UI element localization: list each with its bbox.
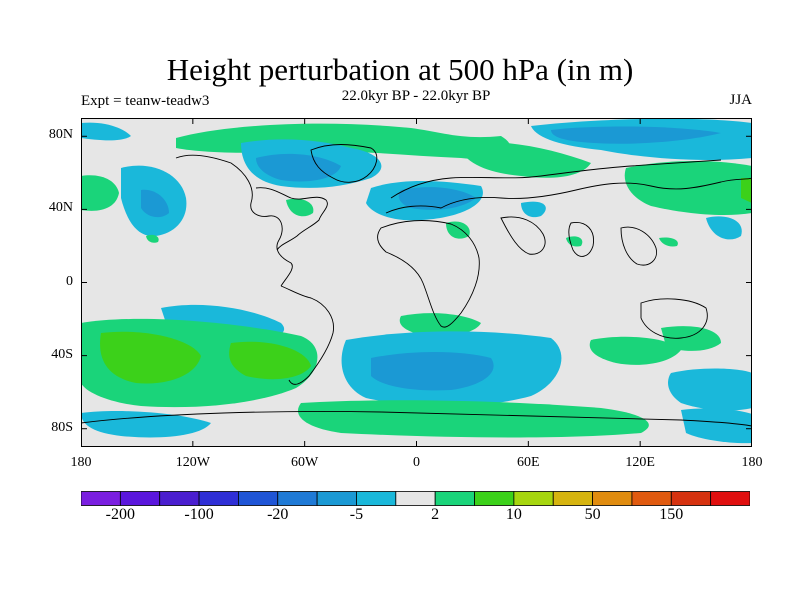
colorbar-box: [552, 491, 593, 506]
fill-positive-india: [659, 237, 678, 247]
colorbar-label: -20: [267, 506, 289, 523]
y-tick-label: 0: [66, 273, 73, 289]
colorbar-box: [592, 491, 633, 506]
fill-negative-ross-sea: [81, 411, 211, 438]
colorbar-box: [159, 491, 200, 506]
colorbar-box: [277, 491, 318, 506]
fill-positive-north-eurasia: [456, 141, 591, 178]
plot-title: Height perturbation at 500 hPa (in m): [166, 52, 634, 87]
fill-negative-nw-pacific: [81, 122, 131, 141]
colorbar-box: [238, 491, 279, 506]
fill-positive-arabia: [566, 236, 583, 247]
y-tick-label: 80S: [51, 419, 73, 435]
colorbar-box: [119, 491, 161, 506]
fill-negative-greenland-core: [256, 153, 341, 182]
coastline-india: [568, 222, 594, 257]
colorbar-box: [631, 491, 672, 506]
coastline-north-america-west: [175, 154, 293, 287]
map-panel: [81, 118, 752, 447]
fill-negative-north-pacific-core: [141, 189, 169, 218]
colorbar-box: [356, 491, 397, 506]
x-tick-label: 120W: [175, 455, 210, 470]
fill-negative-south-atlantic-core: [371, 352, 494, 391]
time-range-label: 22.0kyr BP - 22.0kyr BP: [341, 88, 491, 104]
fill-positive-south-america-core: [229, 341, 311, 380]
fill-positive-sahara: [446, 221, 470, 239]
season-label: JJA: [729, 92, 752, 108]
colorbar-box: [474, 491, 515, 506]
x-tick-label: 180: [741, 455, 763, 470]
colorbar: [81, 491, 750, 506]
x-tick-label: 180: [70, 455, 92, 470]
coastline-greenland: [310, 144, 378, 183]
colorbar-box: [434, 491, 475, 506]
colorbar-label: 50: [584, 506, 601, 523]
coastline-eurasia-south: [385, 177, 752, 214]
fill-negative-antarctic-east: [681, 408, 752, 444]
colorbar-label: -200: [105, 506, 136, 523]
coastline-eurasia-north: [390, 159, 722, 199]
fill-negative-southern-ocean-east: [668, 368, 752, 411]
coastline-africa: [377, 220, 480, 328]
coastline-south-america: [280, 285, 334, 385]
y-tick-label: 40N: [48, 200, 73, 216]
map-ticks: [81, 118, 752, 447]
coastline-antarctica: [81, 410, 752, 427]
y-tick-label: 40S: [51, 346, 73, 362]
fill-positive-south-indian-east: [661, 326, 721, 351]
colorbar-box: [710, 491, 750, 506]
fill-negative-west-pacific: [706, 216, 742, 240]
colorbar-box: [395, 491, 436, 506]
coastline-arabia: [500, 216, 546, 255]
fill-positive-dateline: [81, 175, 119, 211]
fill-negative-siberia-core: [551, 126, 721, 144]
x-tick-label: 0: [413, 455, 420, 470]
coastline-southeast-asia: [620, 226, 657, 266]
coastline-north-america-east: [255, 187, 328, 251]
fill-negative-europe-core: [398, 187, 476, 210]
fill-positive-south-indian: [589, 336, 681, 365]
fill-positive-small-pacific: [146, 234, 159, 243]
colorbar-box: [513, 491, 554, 506]
colorbar-label: 10: [505, 506, 522, 523]
fill-positive-south-pacific-core: [100, 331, 201, 384]
colorbar-box: [316, 491, 357, 506]
x-tick-label: 60E: [517, 455, 540, 470]
colorbar-label: 150: [659, 506, 684, 523]
fill-negative-mideast: [521, 201, 546, 218]
height-anomaly-fills: [81, 118, 752, 444]
colorbar-label: -100: [184, 506, 214, 523]
colorbar-boxes: [81, 491, 750, 506]
coastline-australia: [640, 298, 708, 339]
y-tick-label: 80N: [48, 127, 73, 143]
colorbar-box: [81, 491, 121, 506]
colorbar-label: -5: [349, 506, 364, 523]
experiment-label: Expt = teanw-teadw3: [81, 93, 210, 109]
x-tick-label: 120E: [625, 455, 655, 470]
colorbar-box: [198, 491, 239, 506]
fill-positive-atlantic: [286, 198, 314, 217]
fill-positive-antarctic: [297, 400, 649, 438]
x-tick-label: 60W: [291, 455, 319, 470]
fill-positive-east-asia-core: [741, 178, 752, 203]
colorbar-label: 2: [431, 506, 440, 523]
colorbar-box: [670, 491, 712, 506]
coastlines: [81, 144, 752, 427]
